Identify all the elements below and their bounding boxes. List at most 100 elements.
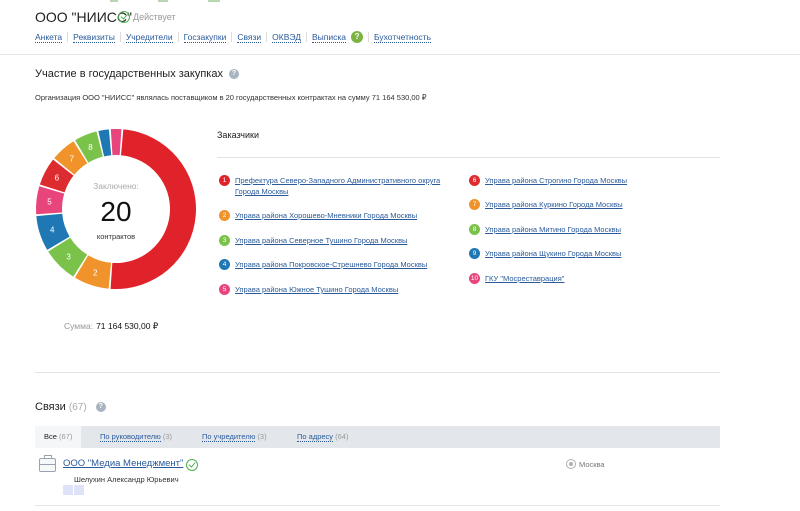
- tab-count: (64): [335, 432, 349, 441]
- customer-link[interactable]: Управа района Покровское-Стрешнево Город…: [235, 260, 428, 269]
- sum-value: 71 164 530,00 ₽: [96, 321, 159, 331]
- customer-item[interactable]: 6 Управа района Строгино Города Москвы: [469, 175, 719, 186]
- location-pin-icon: [566, 459, 576, 469]
- customer-number-badge: 2: [219, 210, 230, 221]
- divider: [217, 157, 720, 158]
- donut-segment-5[interactable]: [35, 186, 65, 215]
- tab-label: Все: [44, 432, 57, 441]
- customer-item[interactable]: 3 Управа района Северное Тушино Города М…: [219, 235, 464, 246]
- procurement-title-text: Участие в государственных закупках: [35, 68, 223, 80]
- tab-all[interactable]: Все (67): [35, 426, 82, 448]
- customer-item[interactable]: 7 Управа района Куркино Города Москвы: [469, 199, 719, 210]
- donut-segment-label: 2: [93, 269, 98, 278]
- donut-segment-9[interactable]: [98, 129, 112, 157]
- customer-link[interactable]: ГКУ "Мосреставрация": [485, 274, 565, 283]
- nav-link-anketa[interactable]: Анкета: [35, 31, 63, 43]
- donut-segment-4[interactable]: [36, 213, 70, 250]
- nav-separator: [119, 32, 121, 42]
- customer-number-badge: 9: [469, 248, 480, 259]
- donut-segment-label: 7: [70, 155, 75, 164]
- customer-link[interactable]: Управа района Северное Тушино Города Мос…: [235, 236, 408, 245]
- help-icon[interactable]: ?: [229, 69, 240, 80]
- donut-segment-8[interactable]: [75, 131, 103, 163]
- donut-center: Заключено: 20 контрактов: [35, 128, 197, 290]
- customer-number-badge: 1: [219, 175, 230, 186]
- top-nav: Анкета Реквизиты Учредители Госзакупки С…: [35, 31, 432, 43]
- tab-count: (67): [59, 432, 73, 441]
- concluded-label: Заключено:: [93, 181, 139, 191]
- avatar-placeholder: [63, 485, 73, 495]
- nav-link-okved[interactable]: ОКВЭД: [272, 31, 301, 43]
- nav-separator: [266, 32, 268, 42]
- connection-company-link[interactable]: ООО "Медиа Менеджмент": [63, 458, 184, 469]
- donut-segment-2[interactable]: [74, 255, 112, 289]
- procurement-title: Участие в государственных закупках ?: [35, 68, 240, 80]
- customer-number-badge: 7: [469, 199, 480, 210]
- donut-segment-6[interactable]: [39, 159, 74, 193]
- customers-title: Заказчики: [217, 130, 259, 140]
- help-icon[interactable]: ?: [351, 31, 364, 43]
- donut-segment-7[interactable]: [54, 141, 88, 175]
- donut-segment-label: 6: [55, 174, 60, 183]
- nav-separator: [306, 32, 307, 42]
- sum-label: Сумма:: [64, 321, 94, 331]
- tab-by-address[interactable]: По адресу (64): [297, 426, 348, 448]
- customer-item[interactable]: 2 Управа района Хорошево-Мневники Города…: [219, 210, 464, 221]
- nav-link-founders[interactable]: Учредители: [125, 31, 173, 43]
- tab-count: (3): [162, 432, 173, 441]
- customer-item[interactable]: 9 Управа района Щукино Города Москвы: [469, 248, 719, 259]
- tab-label: По учредителю: [202, 432, 256, 442]
- customer-number-badge: 8: [469, 224, 480, 235]
- top-strip: [0, 0, 800, 3]
- briefcase-icon: [39, 455, 56, 472]
- nav-separator: [368, 32, 370, 42]
- tab-label: По адресу: [297, 432, 334, 442]
- connections-count: (67): [68, 402, 87, 413]
- customer-link[interactable]: Префектура Северо-Западного Администрати…: [235, 176, 441, 196]
- connection-city: Москва: [579, 460, 605, 469]
- status-badge: Действует: [118, 11, 176, 23]
- tab-by-founder[interactable]: По учредителю (3): [202, 426, 267, 448]
- customer-number-badge: 5: [219, 284, 230, 295]
- nav-link-procurement[interactable]: Госзакупки: [183, 31, 227, 43]
- connections-title-text: Связи: [35, 401, 66, 413]
- avatar-placeholder: [74, 485, 84, 495]
- customer-link[interactable]: Управа района Куркино Города Москвы: [485, 200, 623, 209]
- nav-link-extract[interactable]: Выписка: [312, 31, 347, 43]
- nav-link-accounting[interactable]: Бухотчетность: [374, 31, 432, 43]
- donut-segment-1[interactable]: [110, 129, 196, 289]
- donut-segment-label: 8: [88, 143, 93, 152]
- contracts-donut-chart: 2 3 4 5 6 7 8: [35, 128, 197, 290]
- donut-segment-label: 3: [66, 252, 71, 261]
- nav-separator: [177, 32, 179, 42]
- tab-count: (3): [257, 432, 267, 441]
- customer-item[interactable]: 1 Префектура Северо-Западного Администра…: [219, 175, 454, 197]
- nav-link-connections[interactable]: Связи: [237, 31, 262, 43]
- customer-item[interactable]: 10 ГКУ "Мосреставрация": [469, 273, 719, 284]
- tab-by-director[interactable]: По руководителю (3): [100, 426, 172, 448]
- tab-label: По руководителю: [100, 432, 161, 442]
- nav-separator: [231, 32, 233, 42]
- connections-title: Связи (67) ?: [35, 401, 106, 413]
- customer-number-badge: 4: [219, 259, 230, 270]
- divider: [0, 54, 800, 55]
- divider: [35, 372, 720, 373]
- contracts-unit: контрактов: [96, 232, 136, 241]
- contracts-count: 20: [100, 196, 132, 227]
- customer-link[interactable]: Управа района Щукино Города Москвы: [485, 249, 622, 258]
- customer-link[interactable]: Управа района Хорошево-Мневники Города М…: [235, 211, 418, 220]
- customer-item[interactable]: 8 Управа района Митино Города Москвы: [469, 224, 719, 235]
- customer-link[interactable]: Управа района Митино Города Москвы: [485, 225, 621, 234]
- donut-segment-label: 4: [50, 226, 55, 235]
- connection-person: Шелухин Александр Юрьевич: [74, 475, 179, 484]
- customer-link[interactable]: Управа района Строгино Города Москвы: [485, 176, 628, 185]
- donut-segment-3[interactable]: [48, 237, 88, 277]
- customer-item[interactable]: 5 Управа района Южное Тушино Города Моск…: [219, 284, 464, 295]
- customer-link[interactable]: Управа района Южное Тушино Города Москвы: [235, 285, 399, 294]
- nav-link-requisites[interactable]: Реквизиты: [73, 31, 115, 43]
- donut-segment-10[interactable]: [110, 129, 122, 156]
- help-icon[interactable]: ?: [95, 402, 106, 413]
- donut-svg: 2 3 4 5 6 7 8: [35, 129, 196, 289]
- nav-separator: [67, 32, 69, 42]
- customer-item[interactable]: 4 Управа района Покровское-Стрешнево Гор…: [219, 259, 464, 270]
